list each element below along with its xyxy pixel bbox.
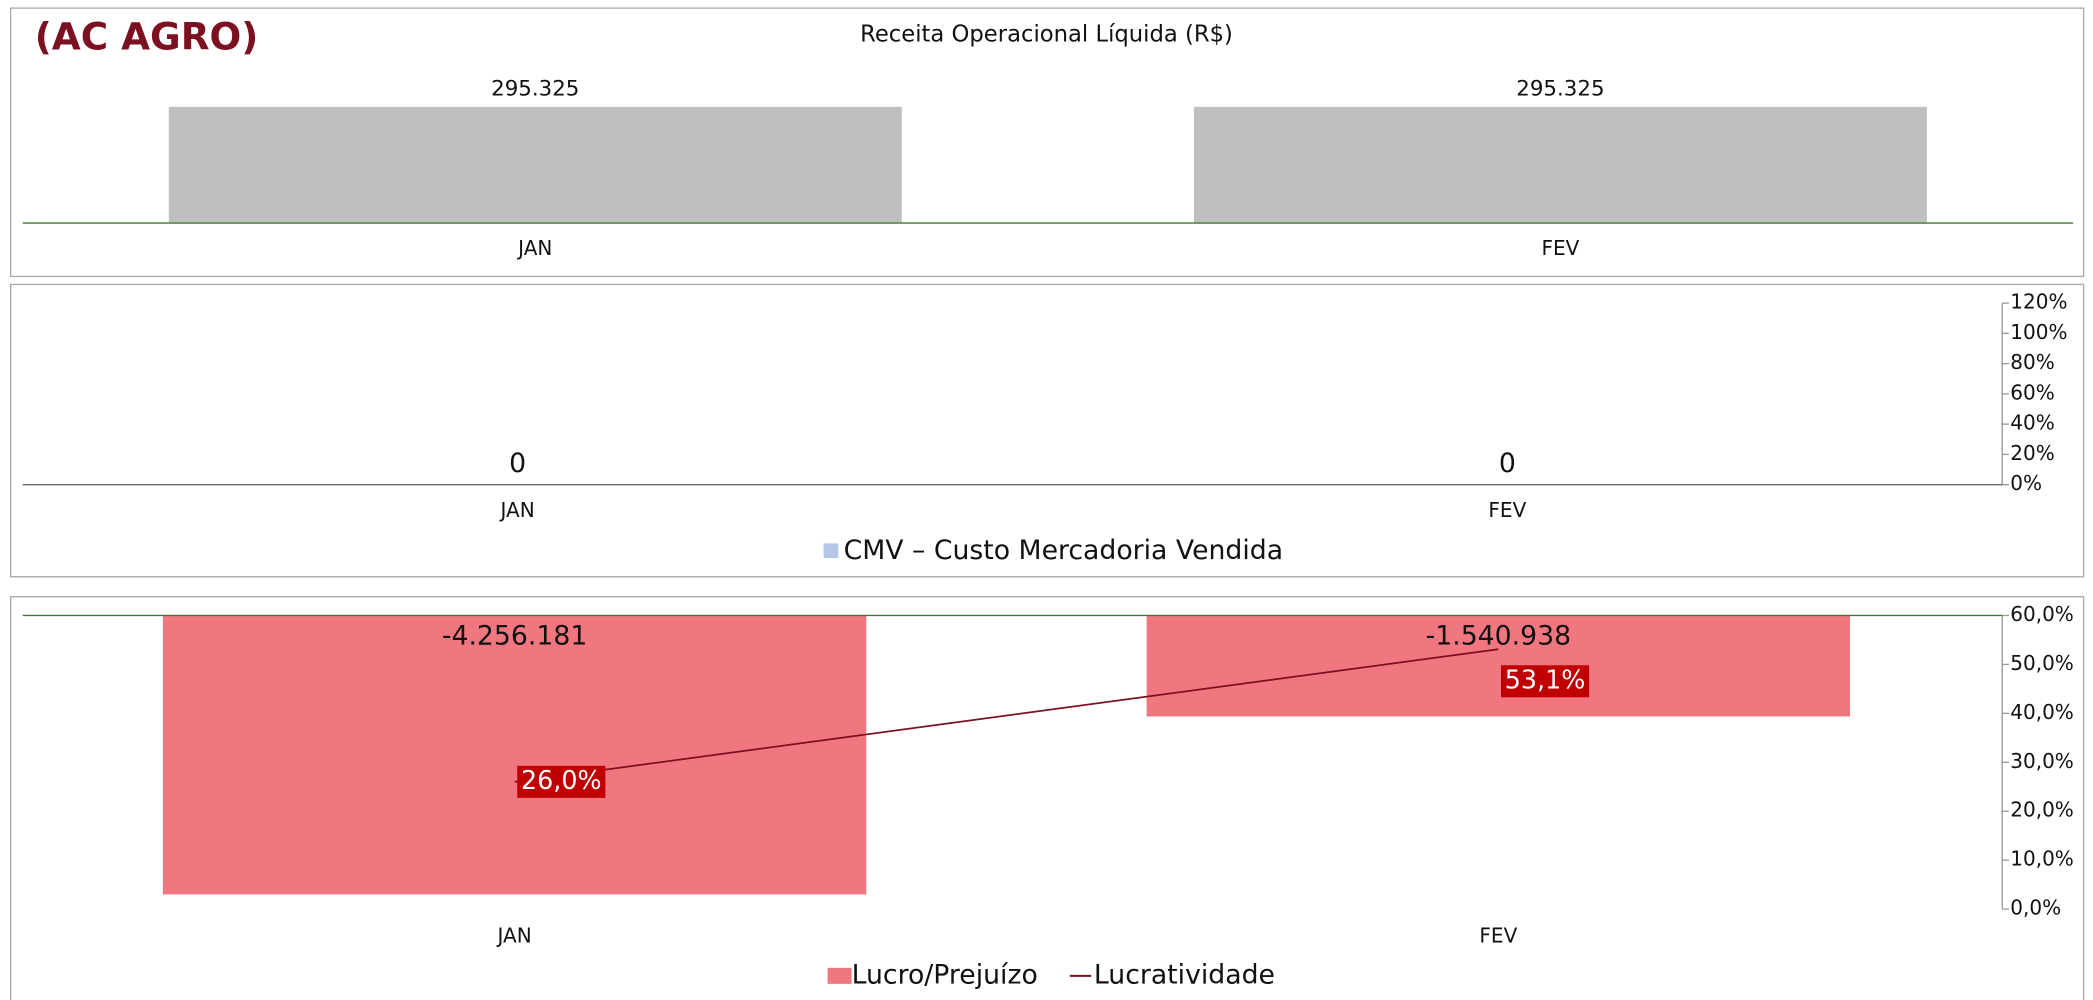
y2-tick-label: 30,0% bbox=[2010, 749, 2074, 773]
data-label: 53,1% bbox=[1505, 664, 1586, 694]
x-tick-label: FEV bbox=[1541, 236, 1579, 260]
y2-tick-label: 40% bbox=[2010, 411, 2055, 435]
y2-tick-label: 50,0% bbox=[2010, 651, 2074, 675]
x-tick-label: JAN bbox=[516, 236, 552, 260]
data-label: -4.256.181 bbox=[442, 620, 587, 651]
legend-label: CMV – Custo Mercadoria Vendida bbox=[844, 535, 1283, 566]
legend-swatch bbox=[823, 543, 839, 559]
panel bbox=[10, 7, 2085, 278]
data-label: 0 bbox=[509, 448, 526, 479]
data-label: 26,0% bbox=[521, 765, 602, 795]
data-label: 0 bbox=[1499, 448, 1516, 479]
legend-swatch bbox=[827, 967, 852, 984]
y2-tick-label: 80% bbox=[2010, 350, 2055, 374]
x-tick-label: JAN bbox=[498, 498, 534, 522]
legend-label: Lucro/Prejuízo bbox=[852, 959, 1038, 990]
data-label: 295.325 bbox=[1516, 77, 1604, 102]
data-label: 295.325 bbox=[491, 77, 579, 102]
y2-tick-label: 60% bbox=[2010, 380, 2055, 404]
bar bbox=[168, 106, 902, 224]
y2-tick-label: 100% bbox=[2010, 320, 2067, 344]
panel bbox=[10, 283, 2085, 578]
y2-tick-label: 60,0% bbox=[2010, 602, 2074, 626]
x-tick-label: JAN bbox=[495, 924, 531, 948]
y2-tick-label: 120% bbox=[2010, 290, 2067, 314]
y2-tick-label: 0% bbox=[2010, 471, 2042, 495]
x-tick-label: FEV bbox=[1479, 924, 1517, 948]
bar bbox=[162, 615, 867, 895]
panel bbox=[10, 596, 2085, 1000]
line bbox=[514, 648, 1499, 783]
brand: (AC AGRO) bbox=[35, 14, 259, 58]
data-label-box bbox=[517, 765, 606, 798]
data-label: -1.540.938 bbox=[1426, 620, 1571, 651]
y2-tick-label: 20% bbox=[2010, 441, 2055, 465]
data-label-box bbox=[1501, 665, 1590, 698]
y2-tick-label: 20,0% bbox=[2010, 798, 2074, 822]
bar bbox=[1193, 106, 1927, 224]
y2-tick-label: 40,0% bbox=[2010, 700, 2074, 724]
chart-title: Receita Operacional Líquida (R$) bbox=[860, 21, 1233, 47]
bar bbox=[1146, 615, 1851, 717]
x-tick-label: FEV bbox=[1488, 498, 1526, 522]
y2-tick-label: 10,0% bbox=[2010, 847, 2074, 871]
legend-label: Lucratividade bbox=[1094, 959, 1275, 990]
y2-tick-label: 0,0% bbox=[2010, 896, 2061, 920]
